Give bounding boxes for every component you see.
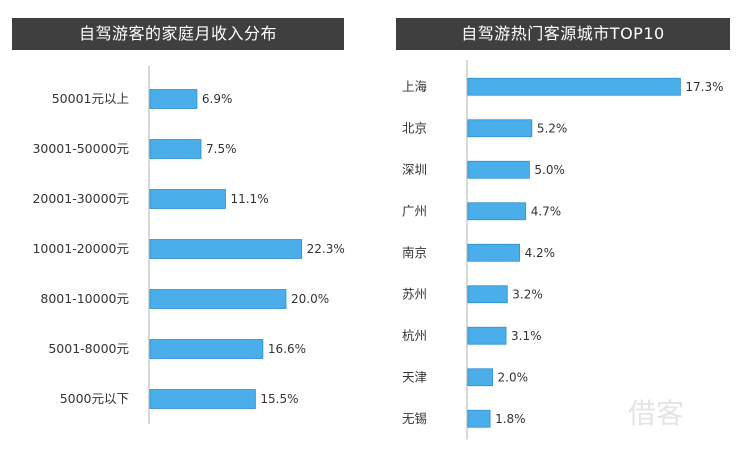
income-category-label: 8001-10000元 bbox=[40, 291, 129, 306]
income-value-label: 22.3% bbox=[307, 242, 345, 256]
income-value-label: 20.0% bbox=[291, 292, 329, 306]
city-category-label: 天津 bbox=[402, 369, 427, 384]
city-value-label: 2.0% bbox=[498, 370, 529, 384]
income-category-label: 5001-8000元 bbox=[48, 341, 129, 356]
income-bar bbox=[149, 289, 287, 309]
city-value-label: 5.2% bbox=[537, 121, 568, 135]
city-category-label: 北京 bbox=[402, 120, 427, 135]
city-bar bbox=[467, 285, 508, 304]
top-cities-chart: 自驾游热门客源城市TOP10 上海 17.3% 北京 5.2% 深圳 5.0% 广州 4.7%… bbox=[372, 0, 744, 454]
income-category-label: 10001-20000元 bbox=[32, 241, 129, 256]
city-category-label: 上海 bbox=[402, 79, 428, 94]
income-value-label: 15.5% bbox=[260, 392, 298, 406]
income-category-label: 5000元以下 bbox=[60, 391, 129, 406]
income-value-label: 6.9% bbox=[202, 92, 233, 106]
income-category-label: 50001元以上 bbox=[52, 91, 129, 106]
income-bar bbox=[149, 239, 303, 259]
city-bar bbox=[467, 202, 527, 221]
city-value-label: 1.8% bbox=[495, 412, 525, 426]
city-value-label: 5.0% bbox=[534, 163, 565, 177]
city-value-label: 17.3% bbox=[685, 80, 723, 94]
cities-chart-title: 自驾游热门客源城市TOP10 bbox=[396, 18, 730, 50]
city-bar bbox=[467, 243, 520, 262]
income-distribution-chart: 自驾游客的家庭月收入分布 50001元以上 6.9% 30001-50000元 7.5… bbox=[12, 18, 345, 424]
city-bar bbox=[467, 160, 530, 179]
city-bar bbox=[467, 326, 507, 345]
city-category-label: 苏州 bbox=[402, 286, 427, 301]
city-value-label: 4.2% bbox=[525, 246, 556, 260]
city-bar bbox=[467, 368, 493, 387]
income-value-label: 11.1% bbox=[230, 192, 268, 206]
city-value-label: 4.7% bbox=[531, 204, 562, 218]
income-bar bbox=[149, 189, 226, 209]
city-category-label: 杭州 bbox=[402, 328, 427, 343]
income-category-label: 30001-50000元 bbox=[32, 141, 129, 156]
income-chart-title: 自驾游客的家庭月收入分布 bbox=[12, 18, 344, 50]
city-bar bbox=[467, 77, 681, 96]
city-value-label: 3.2% bbox=[512, 287, 543, 301]
city-value-label: 3.1% bbox=[511, 329, 542, 343]
city-category-label: 广州 bbox=[402, 203, 427, 218]
city-bar bbox=[467, 409, 491, 428]
income-value-label: 16.6% bbox=[268, 342, 306, 356]
watermark-logo: 借客 bbox=[627, 397, 684, 430]
income-bar bbox=[149, 389, 256, 409]
city-category-label: 南京 bbox=[402, 245, 427, 260]
cities-chart-plot: 上海 17.3% 北京 5.2% 深圳 5.0% 广州 4.7% 南京 4.2% 苏州 3.2% 杭州 3… bbox=[402, 60, 724, 440]
income-chart-plot: 50001元以上 6.9% 30001-50000元 7.5% 20001-30000元… bbox=[32, 66, 345, 424]
income-bar bbox=[149, 339, 264, 359]
income-bar bbox=[149, 139, 202, 159]
city-bar bbox=[467, 119, 533, 138]
income-value-label: 7.5% bbox=[206, 142, 237, 156]
city-category-label: 无锡 bbox=[402, 411, 427, 426]
income-category-label: 20001-30000元 bbox=[32, 191, 129, 206]
city-category-label: 深圳 bbox=[402, 162, 427, 177]
income-bar bbox=[149, 89, 198, 109]
